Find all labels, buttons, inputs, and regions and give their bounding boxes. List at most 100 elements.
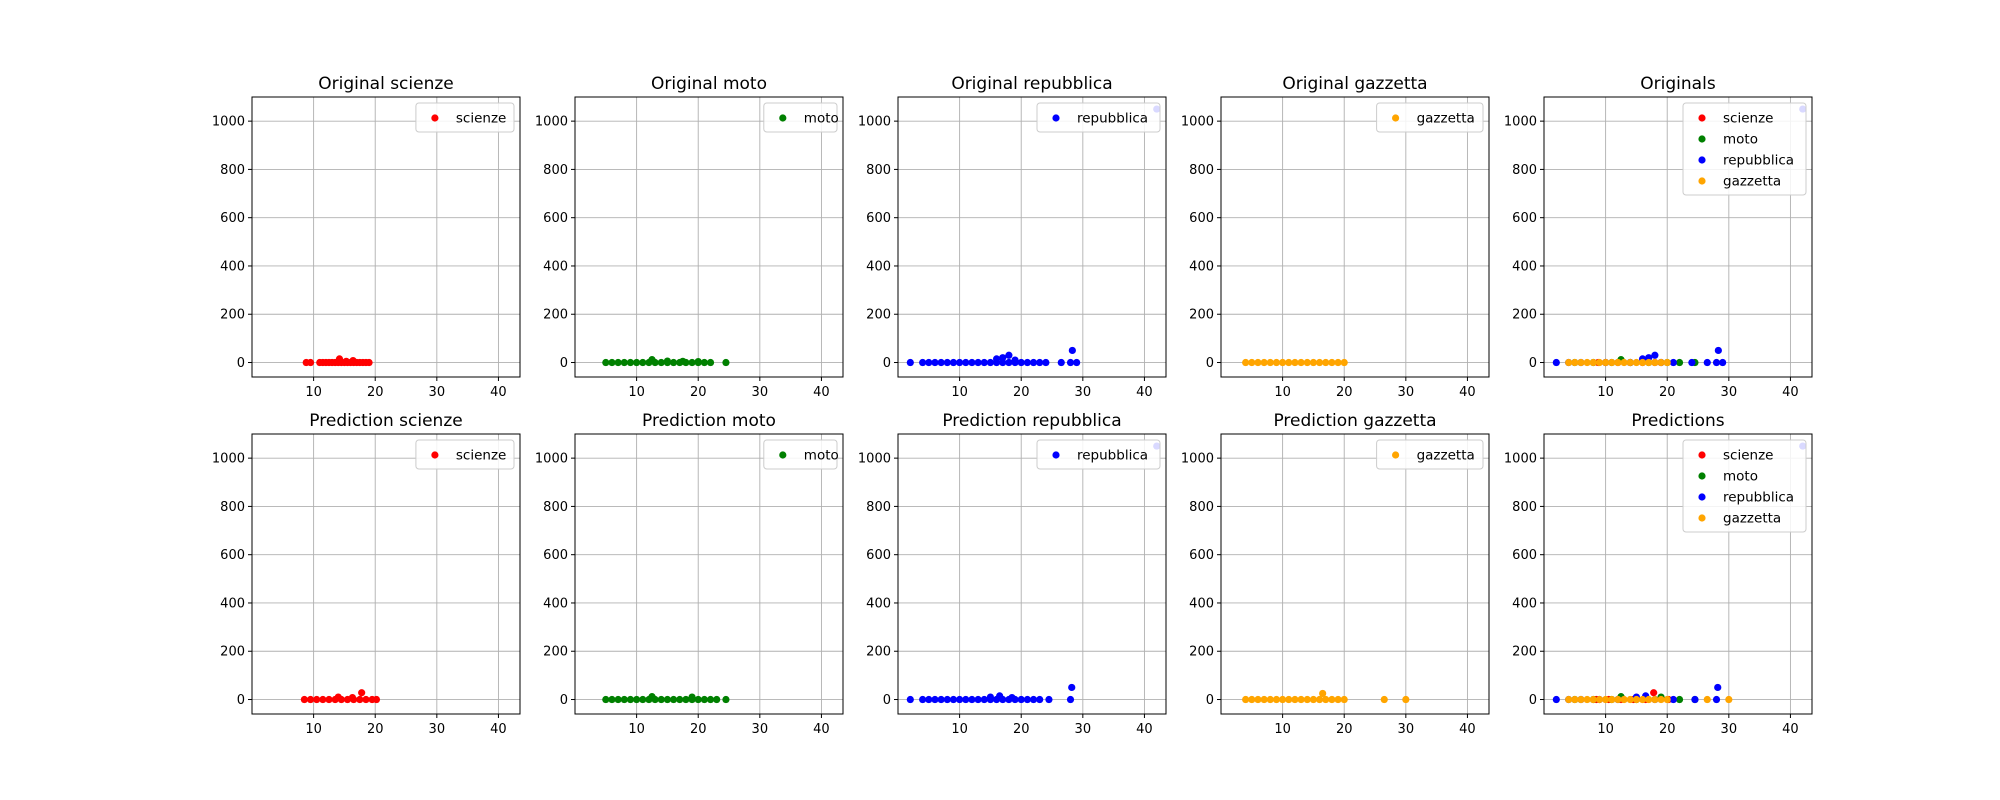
legend-marker — [1698, 156, 1706, 164]
subplot-title: Original scienze — [318, 74, 453, 94]
x-tick-label: 20 — [690, 722, 707, 737]
y-tick-label: 800 — [543, 163, 568, 178]
data-point — [1595, 358, 1604, 367]
x-tick-label: 20 — [1659, 385, 1676, 400]
legend-label: scienze — [456, 111, 506, 127]
data-point — [342, 357, 350, 365]
legend: scienze — [415, 439, 515, 470]
y-tick-label: 800 — [866, 163, 891, 178]
x-tick-label: 30 — [1075, 722, 1092, 737]
data-point — [1675, 695, 1684, 704]
data-point — [974, 695, 982, 704]
data-point — [626, 358, 635, 367]
axes-frame — [1543, 433, 1813, 715]
legend-box — [415, 439, 515, 470]
y-tick-label: 0 — [883, 356, 891, 371]
data-point — [682, 695, 690, 704]
axes-frame — [1220, 96, 1490, 378]
legend: moto — [763, 102, 839, 133]
data-point — [1042, 358, 1050, 367]
y-tick-label: 400 — [543, 259, 568, 274]
x-tick-label: 10 — [1274, 385, 1291, 400]
data-point — [1334, 695, 1342, 704]
legend-marker — [431, 451, 439, 459]
y-tick-label: 400 — [866, 596, 891, 611]
y-tick-label: 0 — [1529, 693, 1537, 708]
data-point — [1577, 358, 1585, 367]
data-point — [1602, 695, 1610, 704]
axes-frame — [251, 433, 521, 715]
data-point — [1663, 695, 1671, 704]
data-point — [1279, 358, 1287, 367]
data-point — [365, 358, 373, 367]
data-point — [1315, 695, 1324, 704]
data-point — [1322, 695, 1330, 704]
data-point — [1703, 358, 1711, 367]
y-tick-label: 200 — [866, 645, 891, 660]
legend-marker — [1698, 135, 1706, 143]
data-point — [1309, 358, 1318, 367]
data-point — [648, 693, 656, 701]
x-tick-label: 20 — [1336, 722, 1353, 737]
data-point — [1285, 695, 1293, 704]
data-point — [937, 358, 945, 367]
data-point — [356, 695, 364, 704]
y-tick-label: 1000 — [858, 115, 891, 130]
x-tick-label: 10 — [1597, 722, 1614, 737]
data-point — [648, 356, 656, 364]
x-tick-label: 10 — [628, 385, 645, 400]
data-point — [372, 695, 381, 704]
legend-marker — [1698, 114, 1706, 122]
data-point — [919, 695, 927, 704]
y-tick-label: 400 — [1189, 596, 1214, 611]
x-tick-label: 30 — [1721, 385, 1738, 400]
data-point — [608, 358, 616, 367]
data-point — [1036, 358, 1044, 367]
data-point — [1066, 695, 1075, 704]
data-point — [1017, 358, 1025, 367]
data-point — [1626, 358, 1634, 367]
y-tick-label: 600 — [1512, 548, 1537, 563]
x-tick-label: 40 — [1459, 385, 1476, 400]
legend-label: repubblica — [1077, 448, 1148, 464]
data-point — [1073, 358, 1081, 367]
axes-frame — [1543, 96, 1813, 378]
y-tick-label: 800 — [1189, 500, 1214, 515]
x-tick-label: 10 — [951, 722, 968, 737]
data-point — [1669, 695, 1677, 704]
data-point — [974, 358, 982, 367]
data-point — [1657, 358, 1665, 367]
data-point — [992, 355, 1001, 363]
subplot-title: Originals — [1640, 74, 1716, 94]
y-tick-label: 1000 — [1181, 115, 1214, 130]
data-point — [1583, 695, 1591, 704]
data-point — [999, 354, 1007, 362]
data-point — [1714, 683, 1722, 692]
legend-label: scienze — [456, 448, 506, 464]
data-point — [614, 695, 622, 704]
x-tick-label: 20 — [690, 385, 707, 400]
data-point — [925, 695, 933, 704]
y-tick-label: 200 — [866, 308, 891, 323]
data-point — [986, 358, 995, 367]
x-tick-label: 40 — [490, 722, 507, 737]
y-tick-label: 400 — [543, 596, 568, 611]
axes-frame — [897, 433, 1167, 715]
x-tick-label: 30 — [429, 722, 446, 737]
data-point — [1688, 358, 1696, 367]
data-point — [1057, 358, 1065, 367]
subplot: 10 20 30 4002004006008001000Originalsscienz… — [1504, 74, 1813, 400]
data-point — [669, 695, 678, 704]
y-tick-label: 200 — [1512, 308, 1537, 323]
data-point — [1068, 683, 1076, 692]
data-point — [986, 693, 995, 701]
data-point — [1632, 695, 1641, 704]
data-point — [722, 358, 730, 367]
data-point — [949, 358, 958, 367]
subplot-title: Original moto — [651, 74, 767, 94]
subplot-title: Prediction gazzetta — [1273, 411, 1436, 431]
